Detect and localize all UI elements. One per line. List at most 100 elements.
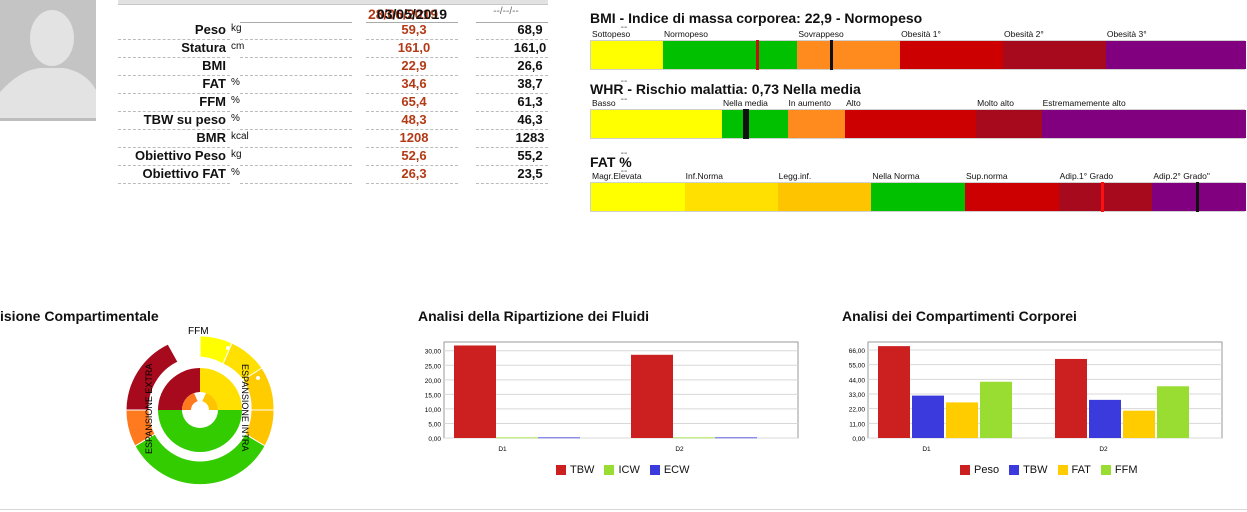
- y-tick-label: 25,00: [425, 363, 442, 370]
- scale-segment: [591, 183, 685, 211]
- top-strip: [118, 0, 548, 5]
- row-separator: [366, 57, 458, 58]
- row-separator: [476, 39, 548, 40]
- bar-ffm: [980, 381, 1012, 438]
- row-separator: [240, 183, 352, 184]
- row-separator: [118, 129, 230, 130]
- scale-segment: [1058, 183, 1153, 211]
- row-separator: [476, 93, 548, 94]
- value-empty: --: [620, 76, 628, 87]
- legend-label: Peso: [974, 464, 1000, 476]
- value-empty: --: [620, 148, 628, 159]
- legend-label: ICW: [618, 464, 640, 476]
- legend-item: FAT: [1057, 464, 1091, 476]
- row-separator: [476, 75, 548, 76]
- legend-item: Peso: [960, 464, 999, 476]
- bar-tbw: [631, 354, 673, 438]
- bar-icw: [496, 437, 538, 439]
- row-separator: [366, 147, 458, 148]
- row-label: FFM: [199, 94, 226, 109]
- value-current: 161,0: [397, 40, 431, 55]
- row-separator: [476, 57, 548, 58]
- legend-label: ECW: [663, 464, 690, 476]
- indicator-title: WHR - Rischio malattia: 0,73 Nella media: [590, 81, 861, 97]
- y-tick-label: 30,00: [425, 349, 442, 356]
- y-tick-label: 0,00: [428, 436, 441, 443]
- row-separator: [240, 165, 352, 166]
- row-separator: [240, 39, 352, 40]
- row-separator: [118, 183, 230, 184]
- row-label: Obiettivo Peso: [134, 148, 226, 163]
- scale-segment-label: Alto: [846, 98, 861, 108]
- bar-peso: [1055, 358, 1087, 438]
- scale-segment-label: Adip.2° Grado": [1153, 171, 1210, 181]
- table-row: TBW su peso%48,346,3--: [118, 112, 628, 130]
- header-underline: [240, 22, 352, 23]
- scale-segment: [1041, 110, 1246, 138]
- legend-label: FFM: [1114, 464, 1138, 476]
- legend-swatch: [1009, 465, 1020, 475]
- scale-marker: [1195, 182, 1199, 212]
- legend-swatch: [649, 465, 660, 475]
- row-separator: [118, 165, 230, 166]
- row-label: Peso: [194, 22, 226, 37]
- row-unit: %: [231, 113, 240, 124]
- row-separator: [366, 75, 458, 76]
- row-separator: [476, 111, 548, 112]
- value-current: 26,3: [401, 166, 427, 181]
- y-tick-label: 22,00: [849, 407, 866, 414]
- user-silhouette-icon: [0, 0, 96, 118]
- row-label: BMR: [196, 130, 226, 145]
- row-separator: [240, 57, 352, 58]
- bar-ecw: [715, 437, 757, 439]
- scale-segment: [591, 41, 664, 69]
- row-separator: [476, 147, 548, 148]
- x-tick-label: D1: [498, 446, 507, 453]
- date-previous-header: 03/05/2019: [376, 6, 448, 22]
- bar-fat: [1123, 410, 1155, 438]
- row-separator: [118, 75, 230, 76]
- legend-label: TBW: [570, 464, 595, 476]
- row-separator: [476, 183, 548, 184]
- value-current: 22,9: [401, 58, 427, 73]
- scale-segment-label: Sovrappeso: [798, 29, 844, 39]
- bar-tbw: [912, 395, 944, 438]
- scale-segment: [845, 110, 977, 138]
- scale-marker: [1100, 182, 1104, 212]
- row-separator: [366, 111, 458, 112]
- value-previous: 26,6: [517, 58, 543, 73]
- scale-marker: [755, 40, 759, 70]
- ring-chart-title: isione Compartimentale: [0, 308, 159, 324]
- row-separator: [240, 93, 352, 94]
- compartment-ring-chart: FFM ESPANSIONE EXTRA ESPANSIONE INTRA: [125, 326, 275, 486]
- scale-segment-label: Normopeso: [664, 29, 708, 39]
- value-previous: 38,7: [517, 76, 543, 91]
- scale-segment-label: Sottopeso: [592, 29, 631, 39]
- scale-segment: [722, 110, 788, 138]
- table-row: FAT% 34,6 38,7 --: [118, 76, 627, 94]
- y-tick-label: 66,00: [849, 348, 866, 355]
- scale-segment: [787, 110, 846, 138]
- row-separator: [240, 129, 352, 130]
- value-previous: 23,5: [517, 166, 543, 181]
- indicator-scale-bar: [590, 182, 1246, 212]
- y-tick-label: 33,00: [849, 392, 866, 399]
- legend-item: ICW: [604, 464, 640, 476]
- scale-segment: [900, 41, 1003, 69]
- row-separator: [118, 111, 230, 112]
- row-label: FAT: [202, 76, 226, 91]
- row-separator: [366, 183, 458, 184]
- scale-segment-label: Molto alto: [977, 98, 1014, 108]
- bar-icw: [673, 437, 715, 439]
- legend-item: FFM: [1100, 464, 1138, 476]
- bottom-divider: [0, 509, 1247, 510]
- scale-segment: [871, 183, 965, 211]
- plot-area: [443, 341, 799, 439]
- scale-segment: [663, 41, 798, 69]
- legend-item: TBW: [556, 464, 594, 476]
- value-previous: 61,3: [517, 94, 543, 109]
- value-current: 48,3: [401, 112, 427, 127]
- row-separator: [240, 75, 352, 76]
